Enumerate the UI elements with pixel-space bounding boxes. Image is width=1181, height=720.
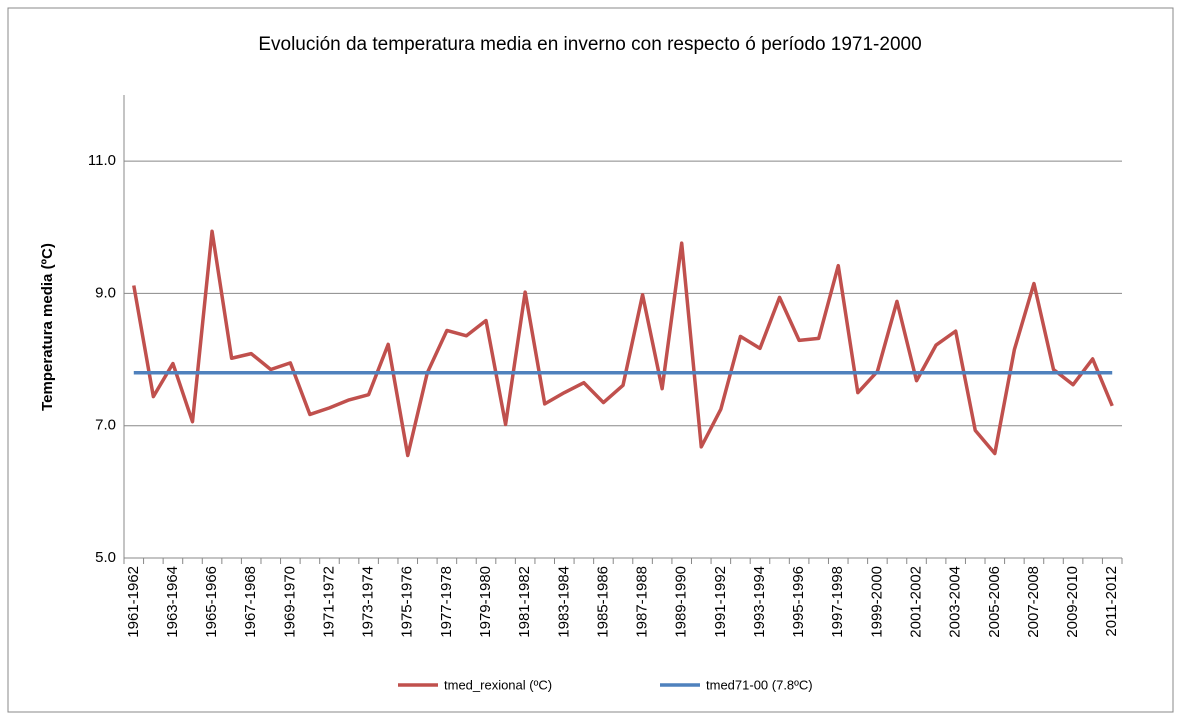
x-tick-label: 1971-1972 [320,566,337,638]
legend-label: tmed_rexional (ºC) [444,677,552,692]
x-tick-label: 1975-1976 [399,566,416,638]
x-tick-label: 1967-1968 [242,566,259,638]
x-tick-label: 1973-1974 [360,566,377,638]
x-tick-label: 1991-1992 [712,566,729,638]
x-tick-label: 1985-1986 [594,566,611,638]
x-tick-label: 1993-1994 [751,566,768,638]
x-tick-label: 2007-2008 [1025,566,1042,638]
chart-border [7,7,1174,713]
x-tick-label: 2009-2010 [1064,566,1081,638]
x-tick-label: 1969-1970 [281,566,298,638]
x-tick-label: 1997-1998 [829,566,846,638]
x-tick-label: 1963-1964 [164,566,181,638]
x-tick-label: 2011-2012 [1103,566,1120,637]
x-tick-label: 2001-2002 [907,566,924,638]
y-tick-label: 7.0 [95,417,116,434]
x-tick-label: 1977-1978 [438,566,455,638]
y-tick-label: 11.0 [88,152,116,169]
x-tick-label: 1987-1988 [634,566,651,638]
x-tick-label: 1989-1990 [673,566,690,638]
y-tick-label: 9.0 [95,284,116,301]
x-tick-label: 2005-2006 [986,566,1003,638]
x-tick-label: 1995-1996 [790,566,807,638]
legend-label: tmed71-00 (7.8ºC) [706,677,813,692]
y-tick-label: 5.0 [95,549,116,566]
data-line [132,229,1114,458]
y-axis-label: Temperatura media (ºC) [39,243,56,411]
x-tick-label: 1965-1966 [203,566,220,638]
x-tick-label: 2003-2004 [947,566,964,638]
x-tick-label: 1979-1980 [477,566,494,638]
x-tick-label: 1983-1984 [555,566,572,638]
x-tick-label: 1999-2000 [868,566,885,638]
x-tick-label: 1961-1962 [125,566,142,638]
chart-title: Evolución da temperatura media en invern… [258,34,921,55]
x-tick-label: 1981-1982 [516,566,533,638]
